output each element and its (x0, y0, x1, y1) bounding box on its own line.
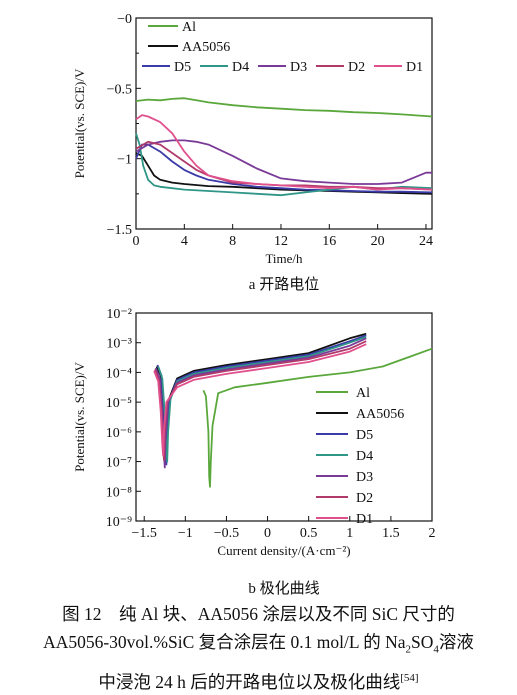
x-tick-label: −1.5 (132, 526, 157, 541)
legend-label-aa5056: AA5056 (356, 407, 404, 422)
caption-line-2: AA5056-30vol.%SiC 复合涂层在 0.1 mol/L 的 Na2S… (0, 628, 517, 664)
x-axis-label: Current density/(A·cm⁻²) (217, 543, 350, 558)
y-tick-label: 10⁻⁴ (106, 366, 132, 381)
y-tick-label: 10⁻⁸ (106, 485, 132, 500)
x-tick-label: 1 (346, 526, 353, 541)
caption-line-3: 中浸泡 24 h 后的开路电位以及极化曲线[54] (0, 664, 517, 695)
y-axis-label: Potential(vs. SCE)/V (72, 362, 87, 472)
x-tick-label: 0.5 (300, 526, 318, 541)
legend-label-d5: D5 (174, 60, 191, 75)
legend-label-d1: D1 (406, 60, 423, 75)
series-line-d3 (156, 338, 367, 467)
y-axis-label: Potential(vs. SCE)/V (72, 68, 87, 178)
x-tick-label: −0.5 (214, 526, 239, 541)
series-line-al (136, 98, 432, 116)
legend-label-d4: D4 (232, 60, 249, 75)
legend-label-d3: D3 (290, 60, 307, 75)
x-tick-label: 24 (419, 234, 433, 249)
y-tick-label: 10⁻⁵ (106, 396, 132, 411)
x-tick-label: 2 (429, 526, 436, 541)
legend-label-d2: D2 (348, 60, 365, 75)
legend-label-d5: D5 (356, 428, 373, 443)
caption-line-1: 图 12 纯 Al 块、AA5056 涂层以及不同 SiC 尺寸的 (0, 600, 517, 628)
x-tick-label: 20 (371, 234, 385, 249)
x-tick-label: 4 (181, 234, 188, 249)
legend-label-d3: D3 (356, 470, 373, 485)
x-tick-label: 8 (229, 234, 236, 249)
legend-label-d4: D4 (356, 449, 373, 464)
y-tick-label: −0.5 (107, 82, 132, 97)
y-tick-label: 10⁻⁶ (106, 426, 132, 441)
legend-label-d1: D1 (356, 512, 373, 527)
panel-label: a 开路电位 (249, 276, 319, 293)
legend-label-d2: D2 (356, 491, 373, 506)
legend-label-aa5056: AA5056 (182, 40, 230, 55)
legend-label-al: Al (182, 20, 196, 35)
legend-label-al: Al (356, 386, 370, 401)
x-tick-label: 0 (133, 234, 140, 249)
x-tick-label: −1 (178, 526, 193, 541)
caption-line-2-pre: AA5056-30vol.%SiC 复合涂层在 0.1 mol/L 的 Na (43, 632, 405, 652)
y-tick-label: −0 (117, 12, 132, 27)
x-axis-label: Time/h (265, 251, 303, 266)
series-line-d2 (136, 142, 432, 190)
panel-label: b 极化曲线 (248, 580, 319, 597)
y-tick-label: −1 (117, 153, 132, 168)
caption-line-2-post: 溶液 (439, 632, 474, 652)
plot-frame-1 (136, 18, 432, 229)
y-tick-label: 10⁻⁷ (106, 456, 132, 471)
caption-line-2-mid: SO (411, 632, 433, 652)
y-tick-label: 10⁻² (106, 307, 132, 322)
x-tick-label: 1.5 (382, 526, 400, 541)
y-tick-label: 10⁻³ (106, 337, 132, 352)
x-tick-label: 12 (274, 234, 288, 249)
y-tick-label: 10⁻⁹ (106, 515, 132, 530)
series-line-d2 (155, 341, 366, 460)
x-tick-label: 0 (264, 526, 271, 541)
caption-line-3-text: 中浸泡 24 h 后的开路电位以及极化曲线 (98, 671, 400, 691)
x-tick-label: 16 (322, 234, 336, 249)
figure-caption: 图 12 纯 Al 块、AA5056 涂层以及不同 SiC 尺寸的 AA5056… (0, 600, 517, 695)
y-tick-label: −1.5 (107, 223, 132, 238)
caption-reference: [54] (400, 672, 418, 684)
